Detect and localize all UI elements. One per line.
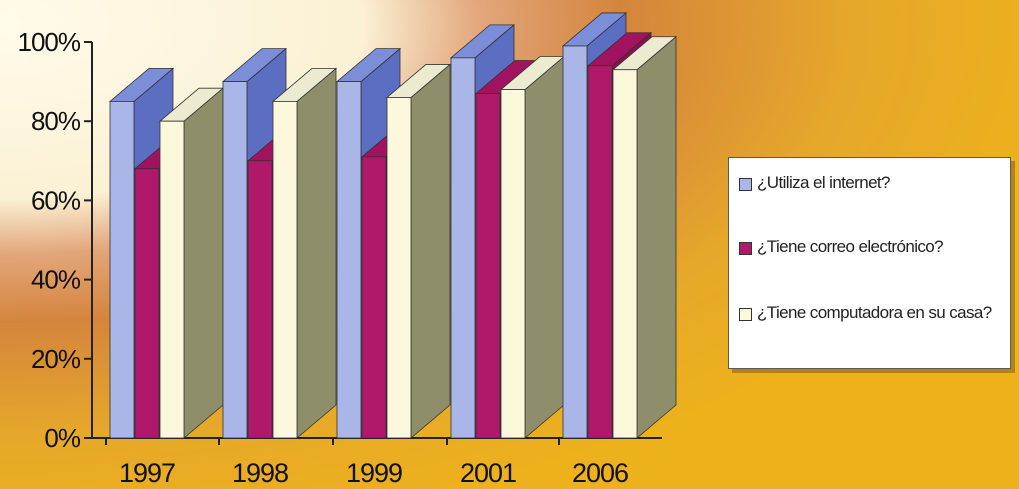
x-tick-label: 1997 (119, 458, 175, 488)
bar (272, 101, 298, 439)
bar (247, 160, 273, 439)
bar-group-1998 (221, 47, 338, 439)
x-axis: 1997 1998 1999 2001 2006 (105, 438, 629, 488)
bar-group-1997 (108, 67, 225, 439)
y-tick-label: 100% (18, 27, 81, 57)
bar (562, 45, 588, 439)
x-tick-label: 1998 (232, 458, 288, 488)
y-tick-label: 40% (31, 265, 81, 295)
bar-side (183, 87, 224, 439)
y-tick-label: 80% (31, 106, 81, 136)
legend-item-computer: ¿Tiene computadora en su casa? (739, 302, 1007, 324)
bar-group-2001 (449, 23, 566, 439)
legend-swatch-email (739, 242, 752, 255)
legend-label-computer: ¿Tiene computadora en su casa? (757, 303, 992, 322)
bar (361, 156, 387, 439)
legend-swatch-internet (739, 178, 752, 191)
bar (450, 57, 476, 439)
y-tick-label: 20% (31, 344, 81, 374)
bar (109, 101, 135, 439)
y-tick-label: 0% (44, 423, 80, 453)
legend-item-email: ¿Tiene correo electrónico? (739, 236, 1007, 258)
bar-side (296, 67, 337, 439)
bar (587, 65, 613, 439)
bar-side (524, 55, 565, 439)
legend-swatch-computer (739, 308, 752, 321)
bar (612, 69, 638, 439)
x-tick-label: 1999 (346, 458, 402, 488)
legend-item-internet: ¿Utiliza el internet? (739, 172, 1007, 194)
bar (475, 93, 501, 439)
bar (222, 81, 248, 439)
legend-label-internet: ¿Utiliza el internet? (757, 173, 891, 192)
legend: ¿Utiliza el internet? ¿Tiene correo elec… (728, 157, 1011, 369)
bars-group (108, 12, 678, 439)
x-tick-label: 2006 (572, 458, 628, 488)
y-tick-label: 60% (31, 185, 81, 215)
legend-label-email: ¿Tiene correo electrónico? (757, 237, 944, 256)
x-tick-label: 2001 (460, 458, 516, 488)
bar (159, 120, 185, 439)
bar-side (410, 63, 451, 439)
y-axis: 0% 20% 40% 60% 80% 100% (18, 27, 92, 453)
bar (134, 168, 160, 439)
bar (336, 81, 362, 439)
bar-group-2006 (561, 12, 678, 439)
bar-group-1999 (335, 47, 452, 439)
bar (386, 97, 412, 439)
bar-side (636, 35, 677, 439)
bar (500, 89, 526, 439)
